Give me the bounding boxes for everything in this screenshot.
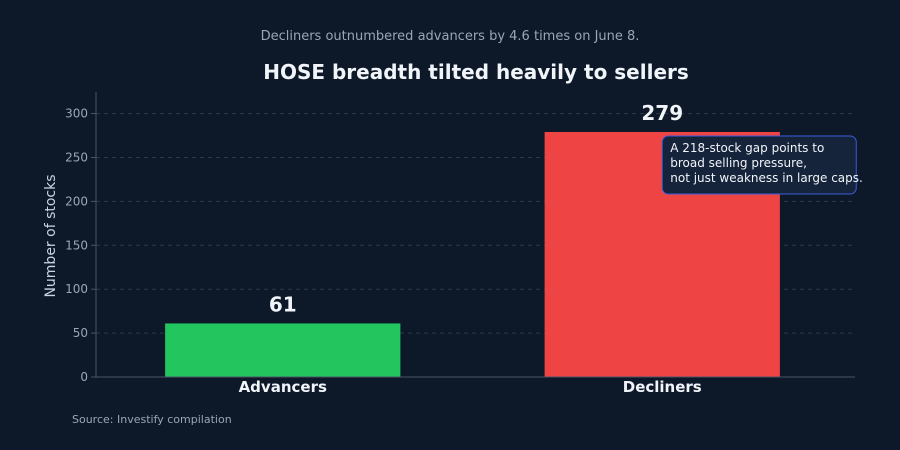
annotation-text-line: A 218-stock gap points to <box>670 141 824 155</box>
y-tick-label: 100 <box>65 282 88 296</box>
y-tick-label: 150 <box>65 238 88 252</box>
labels: 0 50 100 150 200 250 300 61 Advancers 279 Decliner… <box>65 101 702 396</box>
x-tick-label: Decliners <box>623 378 702 396</box>
bar-value-label: 61 <box>269 292 297 316</box>
annotation-text-line: broad selling pressure, <box>670 156 807 170</box>
bar-value-label: 279 <box>641 101 683 125</box>
y-tick-label: 300 <box>65 107 88 121</box>
x-tick-label: Advancers <box>239 378 327 396</box>
y-tick-label: 0 <box>80 370 88 384</box>
annotation-box <box>661 135 857 195</box>
y-tick-label: 250 <box>65 150 88 164</box>
source-note: Source: Investify compilation <box>72 413 232 426</box>
chart-subtitle: Decliners outnumbered advancers by 4.6 t… <box>261 29 640 44</box>
y-tick-label: 200 <box>65 194 88 208</box>
chart-title: HOSE breadth tilted heavily to sellers <box>263 60 689 84</box>
annotation-text-line: not just weakness in large caps. <box>670 171 863 185</box>
axes <box>91 92 855 378</box>
y-axis-label: Number of stocks <box>43 174 59 297</box>
y-tick-label: 50 <box>73 326 88 340</box>
bar-advancers <box>165 323 401 377</box>
